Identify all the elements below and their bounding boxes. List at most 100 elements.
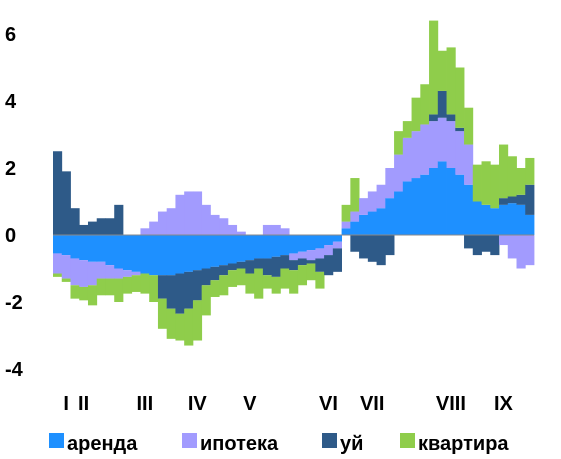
bar-segment-3-34 [350, 178, 360, 212]
bar-segment-0-15 [184, 235, 194, 272]
bar-segment-1-45 [446, 121, 456, 168]
bar-segment-3-13 [166, 308, 176, 339]
x-tick-label: VIII [436, 393, 466, 415]
bar-segment-2-32 [332, 248, 342, 272]
bar-segment-1-26 [280, 228, 290, 235]
bar-segment-1-18 [210, 214, 220, 235]
bar-segment-0-20 [227, 235, 238, 264]
bar-segment-0-39 [394, 191, 404, 235]
bar-segment-3-3 [79, 286, 89, 301]
bar-segment-2-16 [192, 270, 203, 301]
bar-segment-1-30 [315, 248, 325, 259]
bar-segment-2-26 [280, 255, 290, 269]
bar-segment-3-15 [184, 308, 194, 346]
bar-segment-3-25 [271, 276, 281, 294]
bar-segment-3-41 [411, 97, 421, 132]
bar-segment-0-24 [262, 235, 273, 259]
bar-segment-2-30 [315, 258, 325, 272]
bar-segment-2-2 [70, 208, 80, 235]
y-tick-label: 6 [5, 24, 16, 46]
x-tick-label: IV [188, 393, 208, 415]
bar-segment-2-28 [297, 258, 308, 266]
bar-segment-3-54 [525, 157, 535, 185]
bar-segment-2-46 [455, 127, 465, 132]
bar-segment-1-21 [236, 231, 246, 235]
bar-segment-0-33 [341, 228, 351, 235]
bar-segment-0-8 [122, 235, 133, 271]
bar-segment-2-35 [359, 235, 369, 259]
bar-segment-0-47 [464, 184, 474, 235]
bar-segment-3-30 [315, 271, 325, 289]
bar-segment-1-11 [149, 221, 159, 235]
bar-segment-1-40 [402, 137, 412, 182]
bar-segment-1-4 [87, 261, 98, 286]
bar-segment-1-52 [507, 235, 517, 259]
bar-segment-1-35 [359, 198, 369, 215]
legend-swatch [182, 433, 197, 448]
bars-layer [53, 20, 535, 346]
bar-segment-0-36 [367, 211, 377, 235]
bar-segment-0-49 [481, 204, 491, 235]
bar-segment-0-7 [114, 235, 124, 269]
bar-segment-1-1 [61, 255, 71, 279]
bar-segment-2-3 [79, 224, 89, 235]
bar-segment-3-50 [490, 164, 500, 209]
bar-segment-3-21 [236, 268, 246, 286]
bar-segment-0-27 [289, 235, 299, 254]
bar-segment-1-27 [289, 253, 299, 261]
bar-segment-0-23 [254, 235, 264, 259]
bar-segment-0-45 [446, 168, 456, 235]
bar-segment-2-7 [114, 204, 124, 235]
bar-segment-1-44 [437, 117, 447, 162]
bar-segment-1-2 [70, 258, 80, 286]
bar-segment-3-6 [105, 278, 115, 296]
bar-segment-0-46 [455, 174, 465, 235]
legend-swatch [322, 433, 337, 448]
bar-segment-1-17 [201, 204, 211, 235]
bar-segment-2-0 [53, 151, 63, 235]
bar-segment-1-0 [53, 253, 63, 274]
x-tick-label: III [136, 393, 153, 415]
bar-segment-2-49 [481, 235, 491, 252]
bar-segment-0-29 [306, 235, 316, 251]
bar-segment-2-21 [236, 261, 246, 269]
bar-segment-3-17 [201, 285, 211, 316]
x-tick-label: IX [494, 393, 514, 415]
bar-segment-1-5 [96, 261, 106, 279]
bar-segment-0-26 [280, 235, 290, 256]
bar-segment-0-31 [324, 235, 334, 246]
bar-segment-2-22 [245, 260, 255, 274]
bar-segment-0-13 [166, 235, 176, 276]
bar-segment-0-53 [516, 204, 526, 235]
bar-segment-1-36 [367, 191, 377, 212]
bar-segment-2-6 [105, 218, 115, 235]
bar-segment-0-51 [499, 204, 509, 235]
bar-segment-3-5 [96, 278, 106, 296]
bar-segment-2-19 [219, 265, 229, 276]
bar-segment-1-42 [420, 124, 430, 175]
bar-segment-0-28 [297, 235, 308, 252]
bar-segment-1-9 [131, 271, 141, 276]
bar-segment-1-51 [499, 235, 509, 246]
bar-segment-3-53 [516, 168, 526, 195]
bar-segment-0-4 [87, 235, 98, 262]
bar-segment-2-47 [464, 235, 474, 249]
bar-segment-2-13 [166, 275, 176, 309]
bar-segment-3-46 [455, 67, 465, 128]
bar-segment-3-42 [420, 84, 430, 125]
bar-segment-3-28 [297, 265, 308, 286]
bar-segment-3-47 [464, 107, 474, 145]
bar-segment-3-2 [70, 285, 80, 299]
bar-segment-2-12 [157, 275, 168, 299]
bar-segment-2-34 [350, 235, 360, 252]
bar-segment-1-41 [411, 131, 421, 179]
bar-segment-2-43 [429, 114, 439, 122]
bar-segment-3-9 [131, 275, 141, 292]
bar-segment-3-11 [149, 275, 159, 302]
bar-segment-2-45 [446, 114, 456, 122]
bar-segment-2-5 [96, 218, 106, 235]
bar-segment-1-12 [157, 211, 168, 235]
bar-segment-0-18 [210, 235, 220, 267]
bar-segment-3-24 [262, 275, 273, 289]
bar-segment-1-46 [455, 131, 465, 175]
